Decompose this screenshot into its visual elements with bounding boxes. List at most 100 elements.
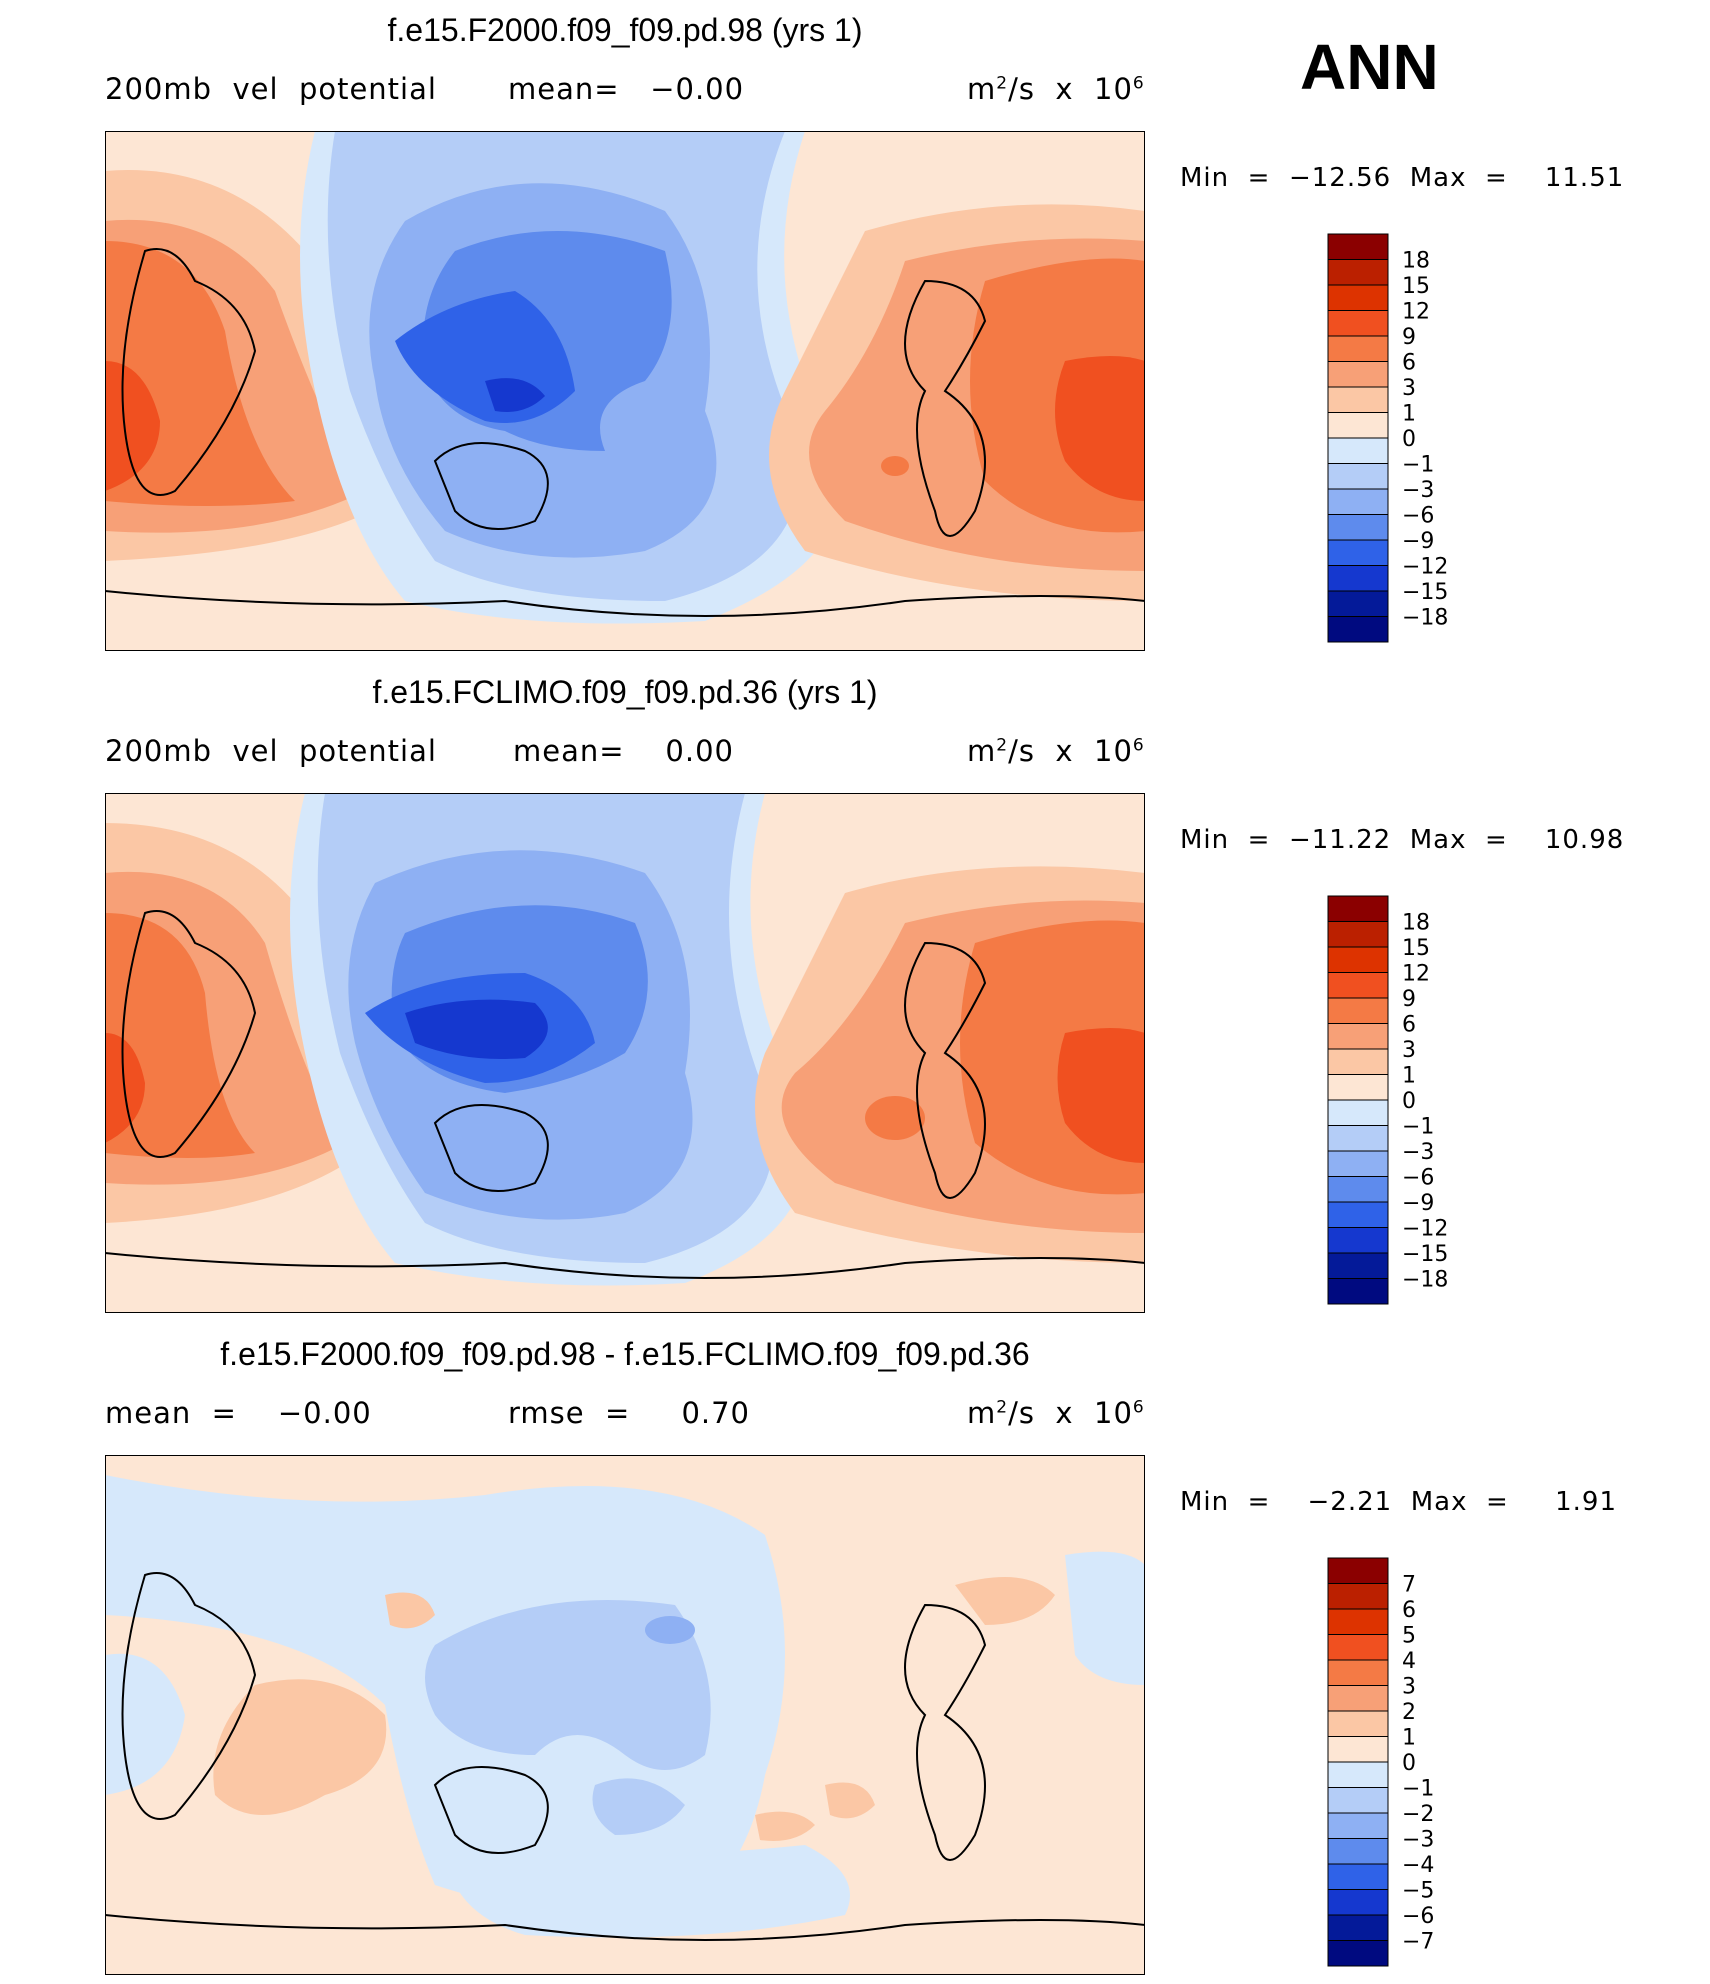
colorbar-swatch: [1327, 539, 1389, 566]
contour-pos-1-pac: [385, 1592, 435, 1629]
colorbar-tick-label: −2: [1402, 1802, 1434, 1827]
mean-label: mean= −0.00: [508, 72, 745, 106]
diff-mean-label: mean = −0.00: [105, 1396, 372, 1430]
contour-neg-1-south: [445, 1845, 850, 1938]
colorbar-tick-label: −15: [1402, 1242, 1448, 1267]
colorbar-tick-label: 12: [1402, 300, 1430, 325]
contour-neg-2-south: [592, 1778, 685, 1835]
colorbar-tick-label: 0: [1402, 427, 1416, 452]
colorbar-swatch: [1327, 1099, 1389, 1126]
colorbar-swatch: [1327, 616, 1389, 643]
colorbar-swatch: [1327, 437, 1389, 464]
rmse-label: rmse = 0.70: [508, 1396, 751, 1430]
panel-title: f.e15.F2000.f09_f09.pd.98 - f.e15.FCLIMO…: [220, 1336, 1030, 1372]
colorbar-tick-label: 18: [1402, 911, 1430, 936]
colorbar-swatch: [1327, 1227, 1389, 1254]
colorbar-tick-label: −6: [1402, 1166, 1434, 1191]
colorbar-swatch: [1327, 1710, 1389, 1737]
colorbar-swatch: [1327, 1583, 1389, 1610]
colorbar-swatch: [1327, 590, 1389, 617]
colorbar-tick-label: −7: [1402, 1930, 1434, 1955]
panel-3: f.e15.F2000.f09_f09.pd.98 - f.e15.FCLIMO…: [0, 1324, 1710, 1984]
colorbar-tick-label: 1: [1402, 1726, 1416, 1751]
colorbar-tick-label: −18: [1402, 606, 1448, 631]
colorbar-swatch: [1327, 1278, 1389, 1305]
contour-pos-6-blob: [865, 1096, 925, 1140]
contour-pos-6-blob: [881, 456, 909, 476]
contour-neg-2: [425, 1600, 711, 1770]
contour-map: [105, 793, 1145, 1313]
colorbar-tick-label: −12: [1402, 1217, 1448, 1242]
panel-title: f.e15.FCLIMO.f09_f09.pd.36 (yrs 1): [372, 674, 878, 710]
colorbar-tick-label: 1: [1402, 402, 1416, 427]
colorbar-swatch: [1327, 335, 1389, 362]
contour-pos-1-sa: [825, 1782, 875, 1819]
colorbar-swatch: [1327, 1914, 1389, 1941]
variable-label: 200mb vel potential: [105, 734, 437, 768]
colorbar-swatch: [1327, 1761, 1389, 1788]
colorbar-swatch: [1327, 1150, 1389, 1177]
colorbar-tick-label: 7: [1402, 1573, 1416, 1598]
colorbar-swatch: [1327, 997, 1389, 1024]
colorbar-swatch: [1327, 972, 1389, 999]
min-max-stats: Min = −11.22 Max = 10.98: [1180, 825, 1625, 855]
coastline: [105, 910, 1145, 1279]
colorbar-tick-label: −1: [1402, 453, 1434, 478]
panel-title: f.e15.F2000.f09_f09.pd.98 (yrs 1): [387, 12, 863, 48]
season-label: ANN: [1300, 31, 1439, 103]
colorbar-swatch: [1327, 1863, 1389, 1890]
colorbar-tick-label: −1: [1402, 1777, 1434, 1802]
colorbar-tick-label: 6: [1402, 1598, 1416, 1623]
colorbar-swatch: [1327, 514, 1389, 541]
colorbar-tick-label: −6: [1402, 1904, 1434, 1929]
colorbar-tick-label: −12: [1402, 555, 1448, 580]
colorbar-tick-label: −4: [1402, 1853, 1434, 1878]
colorbar-tick-label: 1: [1402, 1064, 1416, 1089]
colorbar-tick-label: 2: [1402, 1700, 1416, 1725]
colorbar-tick-label: −1: [1402, 1115, 1434, 1140]
colorbar-swatch: [1327, 1685, 1389, 1712]
colorbar-swatch: [1327, 412, 1389, 439]
units-label: m2/s x 106: [967, 72, 1145, 106]
colorbar-swatch: [1327, 1659, 1389, 1686]
contour-pos-1-sp: [755, 1811, 815, 1841]
units-label: m2/s x 106: [967, 734, 1145, 768]
min-max-stats: Min = −12.56 Max = 11.51: [1180, 163, 1625, 193]
contour-neg-3-blob: [645, 1616, 695, 1644]
contour-pos-1-atl: [955, 1577, 1055, 1625]
contour-pos-1-indian: [213, 1679, 387, 1815]
colorbar-tick-label: 18: [1402, 249, 1430, 274]
colorbar-swatch: [1327, 1557, 1389, 1584]
colorbar-tick-label: 4: [1402, 1649, 1416, 1674]
contour-neg-1-east: [1065, 1551, 1145, 1685]
colorbar-swatch: [1327, 1889, 1389, 1916]
panel-1: f.e15.F2000.f09_f09.pd.98 (yrs 1) 200mb …: [0, 0, 1710, 660]
colorbar-swatch: [1327, 386, 1389, 413]
colorbar-swatch: [1327, 488, 1389, 515]
colorbar-tick-label: −3: [1402, 1828, 1434, 1853]
contour-pos-9-left: [105, 361, 160, 491]
colorbar-swatch: [1327, 1023, 1389, 1050]
colorbar-tick-label: 0: [1402, 1089, 1416, 1114]
colorbar-tick-label: 15: [1402, 936, 1430, 961]
colorbar-swatch: [1327, 259, 1389, 286]
colorbar-swatch: [1327, 1940, 1389, 1967]
colorbar-swatch: [1327, 1201, 1389, 1228]
colorbar-swatch: [1327, 284, 1389, 311]
colorbar-tick-label: 9: [1402, 987, 1416, 1012]
colorbar-swatch: [1327, 921, 1389, 948]
colorbar-swatch: [1327, 1074, 1389, 1101]
colorbar-tick-label: 15: [1402, 274, 1430, 299]
colorbar-swatch: [1327, 1608, 1389, 1635]
colorbar-swatch: [1327, 463, 1389, 490]
min-max-stats: Min = −2.21 Max = 1.91: [1180, 1487, 1617, 1517]
panel-2: f.e15.FCLIMO.f09_f09.pd.36 (yrs 1) 200mb…: [0, 662, 1710, 1322]
colorbar-tick-label: −6: [1402, 504, 1434, 529]
colorbar-swatch: [1327, 1812, 1389, 1839]
colorbar-swatch: [1327, 1048, 1389, 1075]
colorbar-swatch: [1327, 946, 1389, 973]
mean-label: mean= 0.00: [513, 734, 734, 768]
colorbar-tick-label: 0: [1402, 1751, 1416, 1776]
